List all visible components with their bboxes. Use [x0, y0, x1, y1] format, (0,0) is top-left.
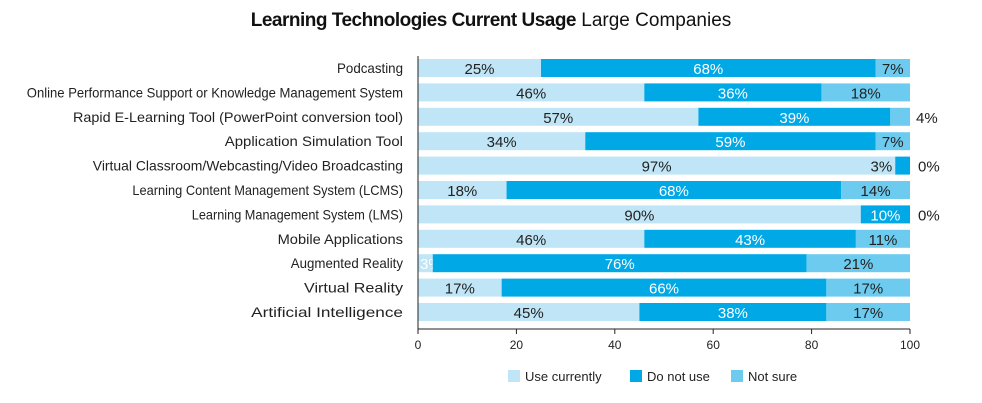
data-label: 90% — [624, 207, 654, 224]
bar-segment — [875, 132, 910, 151]
data-label: 38% — [718, 305, 748, 322]
bar-segment — [895, 156, 910, 175]
data-label: 18% — [447, 183, 477, 200]
bar-segment — [644, 83, 822, 102]
data-label: 46% — [516, 85, 546, 102]
data-label: 57% — [543, 110, 573, 127]
bar-segment — [418, 181, 507, 199]
data-label: 10% — [870, 207, 900, 224]
bar-segment — [639, 303, 827, 321]
bar-segment — [418, 83, 645, 102]
data-label: 43% — [735, 232, 765, 249]
title-main: Learning Technologies Current Usage — [250, 10, 577, 31]
data-label: 7% — [882, 61, 904, 78]
category-label: Podcasting — [337, 60, 403, 76]
bar-segment — [418, 254, 433, 273]
bar-segment — [418, 303, 640, 321]
x-tick-label: 40 — [608, 338, 622, 352]
data-label: 25% — [464, 61, 494, 78]
data-label: 3% — [871, 159, 893, 176]
category-label: Application Simulation Tool — [225, 133, 403, 149]
bar-segment — [821, 83, 910, 102]
bar-segment — [501, 278, 827, 297]
bar-segment — [875, 59, 910, 77]
x-tick-label: 0 — [415, 338, 422, 352]
category-label: Rapid E-Learning Tool (PowerPoint conver… — [73, 109, 403, 125]
data-label: 17% — [445, 281, 475, 298]
bar-segment — [698, 107, 891, 126]
data-label: 59% — [715, 134, 745, 151]
data-label: 17% — [853, 305, 883, 322]
bar-segment — [506, 181, 842, 199]
bar-segment — [855, 229, 910, 248]
category-label: Online Performance Support or Knowledge … — [27, 84, 403, 100]
bar-segment — [806, 254, 910, 273]
bar-segment — [418, 229, 645, 248]
data-label: 76% — [605, 256, 635, 273]
data-label: 0% — [918, 207, 940, 224]
bar-segment — [418, 132, 586, 151]
bar-segment — [418, 59, 541, 77]
x-tick-label: 100 — [900, 338, 920, 352]
data-label: 68% — [659, 183, 689, 200]
bar-segment — [860, 205, 910, 224]
bar-segment — [418, 156, 896, 175]
legend-label: Not sure — [748, 369, 797, 384]
legend-label: Do not use — [647, 369, 710, 384]
legend-swatch — [630, 370, 642, 382]
bar-segment — [841, 181, 910, 199]
x-tick-label: 80 — [805, 338, 819, 352]
data-label: 21% — [843, 256, 873, 273]
category-label: Artificial Intelligence — [251, 304, 403, 320]
data-label: 18% — [851, 85, 881, 102]
legend-swatch — [508, 370, 520, 382]
category-label: Learning Content Management System (LCMS… — [132, 182, 403, 198]
x-tick-label: 60 — [707, 338, 721, 352]
category-label: Mobile Applications — [278, 231, 403, 247]
category-label: Virtual Classroom/Webcasting/Video Broad… — [93, 158, 403, 174]
category-label: Learning Management System (LMS) — [192, 206, 403, 222]
data-label: 39% — [779, 110, 809, 127]
data-label: 68% — [693, 61, 723, 78]
legend-swatch — [731, 370, 743, 382]
data-label: 14% — [861, 183, 891, 200]
data-label: 0% — [918, 159, 940, 176]
chart-title: Learning Technologies Current Usage Larg… — [0, 10, 982, 32]
data-label: 36% — [718, 85, 748, 102]
data-label: 66% — [649, 281, 679, 298]
title-subtitle: Large Companies — [581, 10, 732, 31]
data-label: 11% — [868, 232, 897, 249]
data-label: 97% — [642, 159, 672, 176]
bar-segment — [826, 303, 910, 321]
legend-label: Use currently — [525, 369, 602, 384]
data-label: 7% — [882, 134, 904, 151]
data-label: 4% — [916, 110, 938, 127]
data-label: 45% — [514, 305, 544, 322]
bar-segment — [432, 254, 807, 273]
bar-segment — [890, 107, 910, 126]
bar-segment — [418, 278, 502, 297]
category-label: Augmented Reality — [291, 255, 403, 271]
bar-segment — [826, 278, 910, 297]
data-label: 46% — [516, 232, 546, 249]
data-label: 34% — [487, 134, 517, 151]
x-tick-label: 20 — [510, 338, 524, 352]
bar-segment — [418, 107, 699, 126]
category-label: Virtual Reality — [304, 280, 403, 296]
data-label: 17% — [853, 281, 883, 298]
bar-segment — [585, 132, 876, 151]
bar-segment — [418, 205, 861, 224]
bar-segment — [644, 229, 856, 248]
bar-segment — [541, 59, 876, 77]
